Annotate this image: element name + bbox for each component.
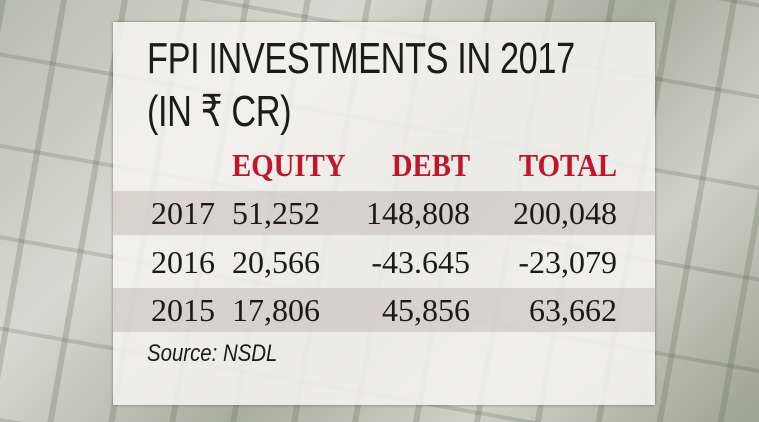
debt-cell: 45,856	[382, 292, 470, 328]
title-line-2: (IN ₹ CR)	[147, 87, 292, 136]
table-row-2016: 2016 20,566 -43.645 -23,079	[113, 240, 655, 284]
equity-cell: 51,252	[232, 195, 320, 231]
debt-cell: -43.645	[371, 244, 470, 280]
total-cell: -23,079	[518, 244, 617, 280]
year-cell: 2015	[151, 292, 215, 328]
source-note: Source: NSDL	[147, 340, 278, 367]
total-cell: 63,662	[529, 292, 617, 328]
debt-cell: 148,808	[366, 195, 470, 231]
table-row-2015: 2015 17,806 45,856 63,662	[113, 288, 655, 332]
infographic-panel: FPI INVESTMENTS IN 2017 (IN ₹ CR) EQUITY…	[113, 22, 655, 405]
title-line-1: FPI INVESTMENTS IN 2017	[147, 34, 575, 83]
equity-cell: 20,566	[232, 244, 320, 280]
table-header: EQUITY DEBT TOTAL	[113, 143, 655, 187]
year-cell: 2016	[151, 244, 215, 280]
header-total: TOTAL	[518, 147, 617, 183]
total-cell: 200,048	[513, 195, 617, 231]
year-cell: 2017	[151, 195, 215, 231]
header-debt: DEBT	[391, 147, 470, 183]
table-row-2017: 2017 51,252 148,808 200,048	[113, 191, 655, 235]
equity-cell: 17,806	[232, 292, 320, 328]
header-equity: EQUITY	[232, 147, 346, 183]
